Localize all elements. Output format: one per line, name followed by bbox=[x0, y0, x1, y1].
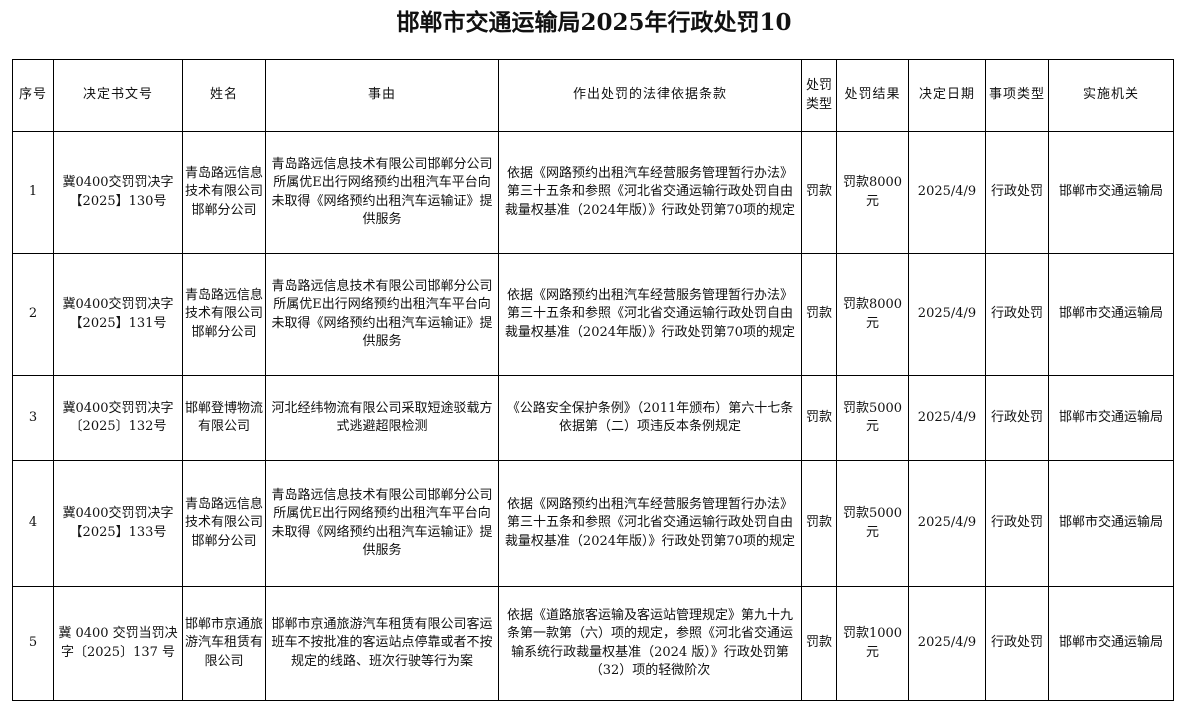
cell-no: 5 bbox=[12, 586, 54, 701]
cell-date: 2025/4/9 bbox=[908, 131, 986, 254]
cell-type: 罚款 bbox=[801, 460, 837, 587]
cell-doc: 冀0400交罚罚决字【2025】130号 bbox=[53, 131, 183, 254]
cell-name: 邯郸登博物流有限公司 bbox=[182, 375, 266, 461]
cell-doc: 冀0400交罚罚决字〔2025〕132号 bbox=[53, 375, 183, 461]
header-cell: 作出处罚的法律依据条款 bbox=[498, 59, 802, 132]
header-cell: 事由 bbox=[265, 59, 499, 132]
table-row: 1 冀0400交罚罚决字【2025】130号 青岛路远信息技术有限公司邯郸分公司 青岛… bbox=[12, 131, 1174, 254]
table-row: 2 冀0400交罚罚决字【2025】131号 青岛路远信息技术有限公司邯郸分公司 青岛… bbox=[12, 253, 1174, 376]
header-cell: 序号 bbox=[12, 59, 54, 132]
page-title: 邯郸市交通运输局2025年行政处罚10 bbox=[396, 9, 792, 36]
cell-date: 2025/4/9 bbox=[908, 586, 986, 701]
cell-basis: 《公路安全保护条例》（2011年颁布）第六十七条依据第（二）项违反本条例规定 bbox=[498, 375, 802, 461]
cell-agency: 邯郸市交通运输局 bbox=[1048, 586, 1174, 701]
cell-basis: 依据《道路旅客运输及客运站管理规定》第九十九条第一款第（六）项的规定，参照《河北… bbox=[498, 586, 802, 701]
cell-category: 行政处罚 bbox=[985, 375, 1049, 461]
header-cell: 处罚结果 bbox=[836, 59, 909, 132]
cell-reason: 青岛路远信息技术有限公司邯郸分公司所属优E出行网络预约出租汽车平台向未取得《网络… bbox=[265, 253, 499, 376]
cell-date: 2025/4/9 bbox=[908, 253, 986, 376]
header-cell: 事项类型 bbox=[985, 59, 1049, 132]
cell-date: 2025/4/9 bbox=[908, 460, 986, 587]
cell-agency: 邯郸市交通运输局 bbox=[1048, 131, 1174, 254]
cell-reason: 青岛路远信息技术有限公司邯郸分公司所属优E出行网络预约出租汽车平台向未取得《网络… bbox=[265, 131, 499, 254]
cell-no: 3 bbox=[12, 375, 54, 461]
table-row: 3 冀0400交罚罚决字〔2025〕132号 邯郸登博物流有限公司 河北经纬物流有限公… bbox=[12, 375, 1174, 461]
table-row: 4 冀0400交罚罚决字【2025】133号 青岛路远信息技术有限公司邯郸分公司 青岛… bbox=[12, 460, 1174, 587]
cell-result: 罚款1000元 bbox=[836, 586, 909, 701]
cell-category: 行政处罚 bbox=[985, 253, 1049, 376]
cell-result: 罚款5000元 bbox=[836, 460, 909, 587]
cell-type: 罚款 bbox=[801, 375, 837, 461]
cell-no: 1 bbox=[12, 131, 54, 254]
cell-no: 4 bbox=[12, 460, 54, 587]
cell-doc: 冀0400交罚罚决字【2025】131号 bbox=[53, 253, 183, 376]
cell-reason: 青岛路远信息技术有限公司邯郸分公司所属优E出行网络预约出租汽车平台向未取得《网络… bbox=[265, 460, 499, 587]
cell-name: 青岛路远信息技术有限公司邯郸分公司 bbox=[182, 460, 266, 587]
cell-date: 2025/4/9 bbox=[908, 375, 986, 461]
cell-category: 行政处罚 bbox=[985, 586, 1049, 701]
cell-type: 罚款 bbox=[801, 253, 837, 376]
header-row: 序号 决定书文号 姓名 事由 作出处罚的法律依据条款 处罚类型 处罚结果 决定日… bbox=[12, 59, 1174, 132]
cell-doc: 冀 0400 交罚当罚决字〔2025〕137 号 bbox=[53, 586, 183, 701]
cell-reason: 邯郸市京通旅游汽车租赁有限公司客运班车不按批准的客运站点停靠或者不按规定的线路、… bbox=[265, 586, 499, 701]
cell-doc: 冀0400交罚罚决字【2025】133号 bbox=[53, 460, 183, 587]
cell-agency: 邯郸市交通运输局 bbox=[1048, 460, 1174, 587]
cell-result: 罚款8000元 bbox=[836, 253, 909, 376]
header-cell: 处罚类型 bbox=[801, 59, 837, 132]
cell-category: 行政处罚 bbox=[985, 460, 1049, 587]
penalty-table: 序号 决定书文号 姓名 事由 作出处罚的法律依据条款 处罚类型 处罚结果 决定日… bbox=[12, 59, 1174, 701]
cell-type: 罚款 bbox=[801, 586, 837, 701]
cell-basis: 依据《网路预约出租汽车经营服务管理暂行办法》第三十五条和参照《河北省交通运输行政… bbox=[498, 131, 802, 254]
cell-name: 邯郸市京通旅游汽车租赁有限公司 bbox=[182, 586, 266, 701]
cell-result: 罚款8000元 bbox=[836, 131, 909, 254]
header-cell: 决定日期 bbox=[908, 59, 986, 132]
cell-no: 2 bbox=[12, 253, 54, 376]
header-cell: 姓名 bbox=[182, 59, 266, 132]
cell-name: 青岛路远信息技术有限公司邯郸分公司 bbox=[182, 253, 266, 376]
cell-agency: 邯郸市交通运输局 bbox=[1048, 375, 1174, 461]
cell-reason: 河北经纬物流有限公司采取短途驳载方式逃避超限检测 bbox=[265, 375, 499, 461]
cell-name: 青岛路远信息技术有限公司邯郸分公司 bbox=[182, 131, 266, 254]
cell-agency: 邯郸市交通运输局 bbox=[1048, 253, 1174, 376]
cell-category: 行政处罚 bbox=[985, 131, 1049, 254]
header-cell: 决定书文号 bbox=[53, 59, 183, 132]
cell-basis: 依据《网路预约出租汽车经营服务管理暂行办法》第三十五条和参照《河北省交通运输行政… bbox=[498, 460, 802, 587]
cell-result: 罚款5000元 bbox=[836, 375, 909, 461]
cell-basis: 依据《网路预约出租汽车经营服务管理暂行办法》第三十五条和参照《河北省交通运输行政… bbox=[498, 253, 802, 376]
header-cell: 实施机关 bbox=[1048, 59, 1174, 132]
cell-type: 罚款 bbox=[801, 131, 837, 254]
